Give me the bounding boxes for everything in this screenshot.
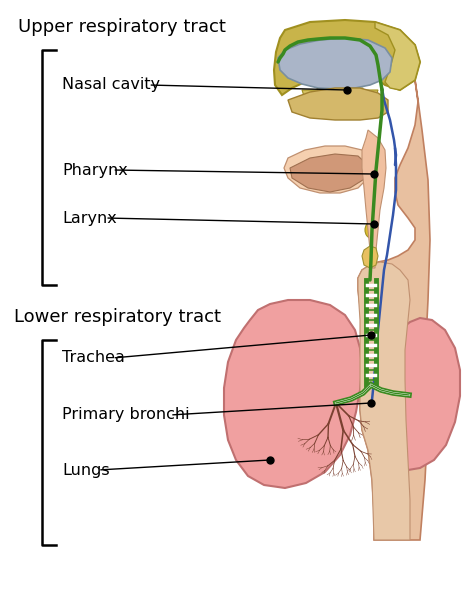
Polygon shape <box>362 246 378 268</box>
Polygon shape <box>362 130 386 268</box>
Polygon shape <box>302 90 318 102</box>
Polygon shape <box>280 36 430 540</box>
Text: Primary bronchi: Primary bronchi <box>62 407 190 423</box>
Polygon shape <box>274 20 420 95</box>
Polygon shape <box>362 90 378 102</box>
Text: Trachea: Trachea <box>62 351 125 365</box>
Polygon shape <box>347 88 363 100</box>
Text: Nasal cavity: Nasal cavity <box>62 77 160 93</box>
Polygon shape <box>385 318 460 470</box>
Text: Lungs: Lungs <box>62 462 109 477</box>
Polygon shape <box>224 300 362 488</box>
Polygon shape <box>317 88 333 100</box>
Polygon shape <box>278 38 392 89</box>
Polygon shape <box>284 146 370 193</box>
Polygon shape <box>290 154 368 192</box>
Ellipse shape <box>365 222 377 238</box>
Polygon shape <box>358 262 410 540</box>
Text: Lower respiratory tract: Lower respiratory tract <box>14 308 221 326</box>
Polygon shape <box>288 88 388 120</box>
Polygon shape <box>332 87 348 99</box>
Polygon shape <box>375 22 420 90</box>
Text: Larynx: Larynx <box>62 211 117 225</box>
Text: Upper respiratory tract: Upper respiratory tract <box>18 18 226 36</box>
Text: Pharynx: Pharynx <box>62 163 128 177</box>
